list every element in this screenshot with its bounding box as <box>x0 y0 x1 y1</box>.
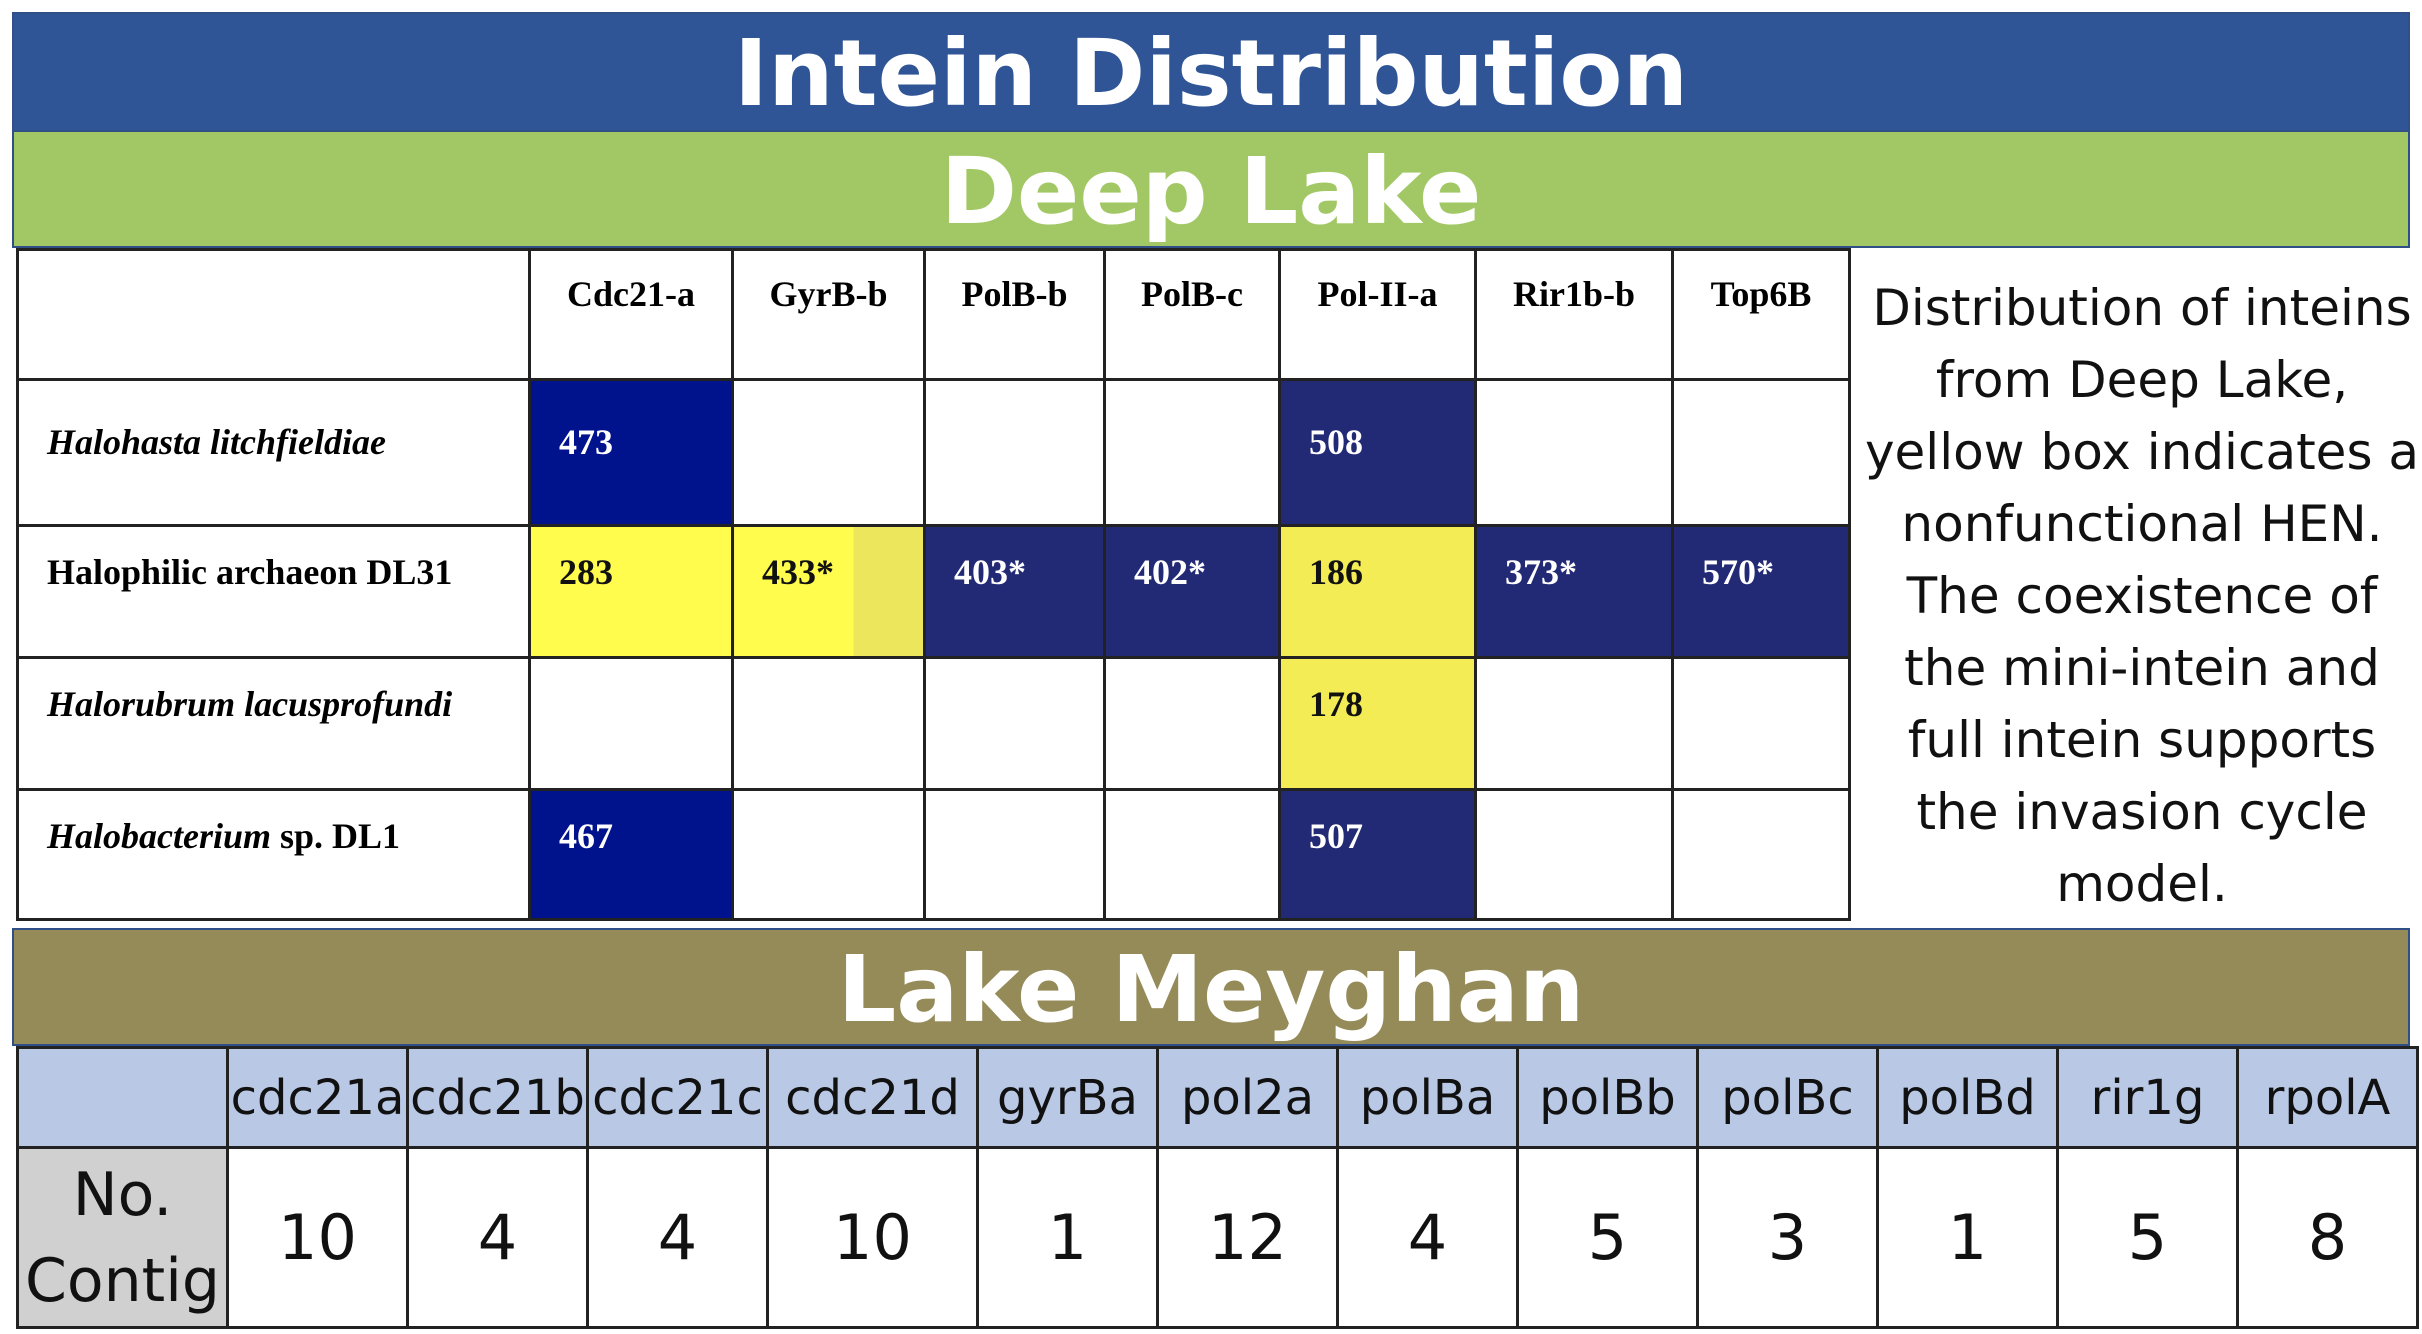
organism-name: Halorubrum lacusprofundi <box>16 656 531 791</box>
intein-cell: 402* <box>1103 524 1281 659</box>
intein-cell <box>1474 378 1674 527</box>
intein-cell: 507 <box>1278 788 1477 921</box>
contig-count: 8 <box>2236 1146 2419 1329</box>
intein-cell <box>1671 788 1851 921</box>
column-header: gyrBa <box>976 1046 1159 1149</box>
intein-cell: 473 <box>528 378 734 527</box>
intein-cell <box>923 656 1106 791</box>
lake-meyghan-heading: Lake Meyghan <box>12 928 2410 1046</box>
column-header: polBb <box>1516 1046 1699 1149</box>
lake-meyghan-table: cdc21a cdc21b cdc21c cdc21d gyrBa pol2a … <box>16 1046 2419 1329</box>
contig-count: 12 <box>1156 1146 1339 1329</box>
meyghan-header-row: cdc21a cdc21b cdc21c cdc21d gyrBa pol2a … <box>16 1046 2419 1149</box>
intein-cell: 373* <box>1474 524 1674 659</box>
intein-cell: 508 <box>1278 378 1477 527</box>
deep-lake-table: Cdc21-a GyrB-b PolB-b PolB-c Pol-II-a Ri… <box>16 248 1851 921</box>
corner-cell <box>16 248 531 381</box>
intein-cell: 433* <box>731 524 926 659</box>
organism-name: Halobacterium sp. DL1 <box>16 788 531 921</box>
intein-cell <box>1671 378 1851 527</box>
deep-lake-header-row: Cdc21-a GyrB-b PolB-b PolB-c Pol-II-a Ri… <box>16 248 1851 381</box>
intein-cell: 178 <box>1278 656 1477 791</box>
intein-cell: 403* <box>923 524 1106 659</box>
intein-cell <box>923 788 1106 921</box>
column-header: rir1g <box>2056 1046 2239 1149</box>
contig-count: 4 <box>406 1146 589 1329</box>
organism-name: Halohasta litchfieldiae <box>16 378 531 527</box>
intein-cell: 186 <box>1278 524 1477 659</box>
column-header: cdc21c <box>586 1046 769 1149</box>
contig-count: 1 <box>1876 1146 2059 1329</box>
contig-count: 5 <box>1516 1146 1699 1329</box>
page-title: Intein Distribution <box>12 12 2410 132</box>
contig-count: 1 <box>976 1146 1159 1329</box>
organism-name: Halophilic archaeon DL31 <box>16 524 531 659</box>
column-header: polBa <box>1336 1046 1519 1149</box>
contig-count: 3 <box>1696 1146 1879 1329</box>
intein-cell: 283 <box>528 524 734 659</box>
column-header: Cdc21-a <box>528 248 734 381</box>
contig-count: 4 <box>1336 1146 1519 1329</box>
table-row: Halobacterium sp. DL1 467 507 <box>16 788 1851 921</box>
column-header: polBd <box>1876 1046 2059 1149</box>
deep-lake-heading: Deep Lake <box>12 130 2410 248</box>
intein-cell <box>1103 788 1281 921</box>
column-header: Pol-II-a <box>1278 248 1477 381</box>
intein-cell <box>1474 656 1674 791</box>
contig-count: 10 <box>766 1146 979 1329</box>
intein-cell <box>731 656 926 791</box>
corner-cell <box>16 1046 229 1149</box>
contig-count: 4 <box>586 1146 769 1329</box>
intein-cell <box>1103 656 1281 791</box>
intein-cell <box>1103 378 1281 527</box>
contig-count: 5 <box>2056 1146 2239 1329</box>
contig-count: 10 <box>226 1146 409 1329</box>
intein-cell <box>528 656 734 791</box>
table-row: Halophilic archaeon DL31 283 433* 403* 4… <box>16 524 1851 659</box>
column-header: Top6B <box>1671 248 1851 381</box>
intein-cell: 467 <box>528 788 734 921</box>
column-header: GyrB-b <box>731 248 926 381</box>
column-header: cdc21b <box>406 1046 589 1149</box>
column-header: PolB-c <box>1103 248 1281 381</box>
row-label: No. Contig <box>16 1146 229 1329</box>
intein-cell: 570* <box>1671 524 1851 659</box>
intein-cell <box>731 788 926 921</box>
column-header: pol2a <box>1156 1046 1339 1149</box>
intein-cell <box>1671 656 1851 791</box>
intein-cell <box>1474 788 1674 921</box>
column-header: cdc21d <box>766 1046 979 1149</box>
column-header: rpolA <box>2236 1046 2419 1149</box>
figure-caption: Distribution of inteins from Deep Lake, … <box>1864 279 2420 913</box>
column-header: PolB-b <box>923 248 1106 381</box>
column-header: cdc21a <box>226 1046 409 1149</box>
table-row: No. Contig 10 4 4 10 1 12 4 5 3 1 5 8 <box>16 1146 2419 1329</box>
intein-cell <box>731 378 926 527</box>
intein-cell <box>923 378 1106 527</box>
column-header: Rir1b-b <box>1474 248 1674 381</box>
table-row: Halorubrum lacusprofundi 178 <box>16 656 1851 791</box>
table-row: Halohasta litchfieldiae 473 508 <box>16 378 1851 527</box>
column-header: polBc <box>1696 1046 1879 1149</box>
